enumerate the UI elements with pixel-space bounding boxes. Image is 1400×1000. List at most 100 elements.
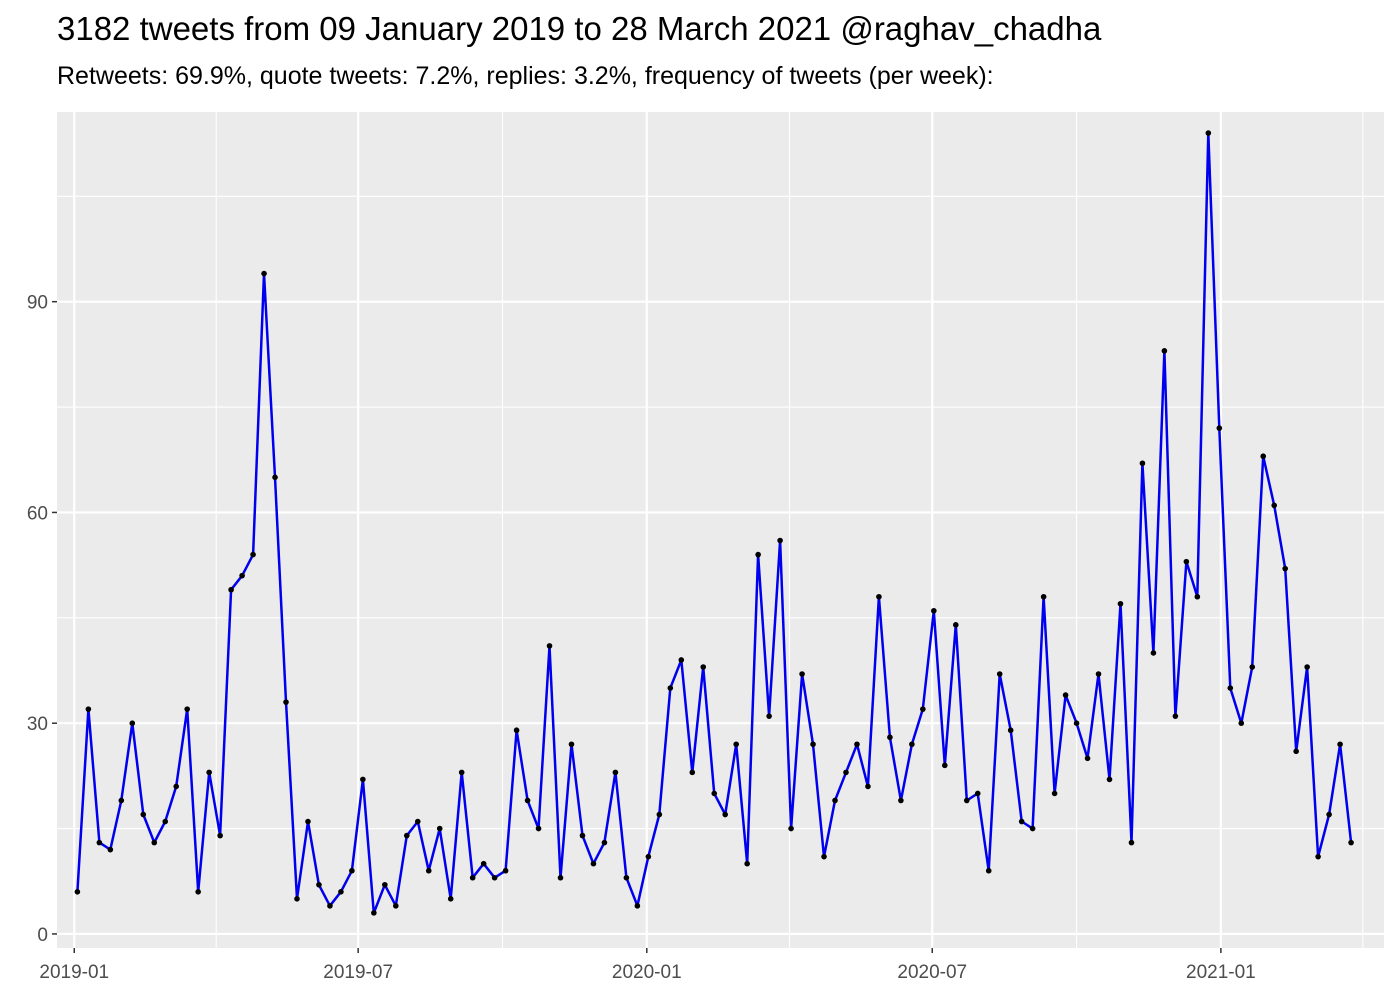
data-point bbox=[985, 867, 992, 874]
data-point bbox=[843, 769, 849, 776]
data-point bbox=[1007, 727, 1014, 734]
data-point bbox=[1128, 839, 1135, 846]
data-point bbox=[96, 839, 103, 846]
data-point bbox=[129, 720, 136, 726]
data-point bbox=[1216, 425, 1223, 431]
data-point bbox=[206, 769, 212, 776]
data-point bbox=[1062, 692, 1069, 698]
data-point bbox=[656, 811, 663, 818]
y-axis: 0 30 60 90 bbox=[27, 293, 57, 946]
data-point bbox=[1249, 664, 1256, 670]
data-point bbox=[1051, 790, 1058, 797]
data-point bbox=[173, 783, 180, 790]
y-tick-label: 90 bbox=[27, 293, 48, 314]
data-point bbox=[184, 706, 190, 712]
data-point bbox=[722, 811, 729, 818]
data-point bbox=[887, 734, 893, 741]
data-point bbox=[85, 706, 92, 712]
data-point bbox=[1084, 755, 1091, 762]
data-point bbox=[1183, 558, 1190, 565]
x-tick-label: 2020-01 bbox=[612, 962, 682, 983]
data-point bbox=[1040, 593, 1047, 600]
data-point bbox=[162, 818, 169, 825]
data-point bbox=[1161, 348, 1168, 354]
data-point bbox=[1095, 671, 1102, 677]
data-point bbox=[568, 741, 575, 748]
data-point bbox=[634, 903, 641, 909]
data-point bbox=[371, 910, 377, 916]
data-point bbox=[788, 825, 794, 832]
data-point bbox=[942, 762, 948, 769]
data-point bbox=[645, 853, 652, 860]
data-point bbox=[1029, 825, 1036, 832]
data-point bbox=[513, 727, 520, 734]
data-point bbox=[261, 270, 267, 277]
data-point bbox=[338, 888, 344, 895]
data-point bbox=[382, 881, 388, 888]
data-point bbox=[996, 671, 1003, 677]
data-point bbox=[1018, 818, 1025, 825]
data-point bbox=[711, 790, 718, 797]
y-tick-label: 30 bbox=[27, 714, 48, 735]
data-point bbox=[1260, 453, 1267, 460]
data-point bbox=[480, 860, 487, 867]
x-tick-label: 2020-07 bbox=[897, 962, 967, 983]
data-point bbox=[1293, 748, 1299, 755]
data-point bbox=[239, 572, 245, 579]
data-point bbox=[546, 643, 553, 649]
data-point bbox=[1238, 720, 1245, 726]
data-point bbox=[678, 657, 685, 663]
data-point bbox=[403, 832, 410, 839]
data-point bbox=[700, 664, 707, 670]
data-point bbox=[305, 818, 311, 825]
data-point bbox=[1205, 130, 1212, 136]
data-point bbox=[623, 874, 630, 881]
data-point bbox=[436, 825, 443, 832]
data-point bbox=[1315, 853, 1321, 860]
data-point bbox=[612, 769, 619, 776]
data-point bbox=[228, 586, 234, 593]
data-point bbox=[250, 551, 256, 558]
data-point bbox=[952, 622, 959, 628]
data-point bbox=[865, 783, 871, 790]
chart-title: 3182 tweets from 09 January 2019 to 28 M… bbox=[57, 10, 1102, 47]
x-axis: 2019-01 2019-07 2020-01 2020-07 2021-01 bbox=[39, 948, 1256, 983]
data-point bbox=[414, 818, 421, 825]
data-point bbox=[799, 671, 805, 677]
data-point bbox=[360, 776, 366, 783]
data-point bbox=[195, 888, 201, 895]
data-point bbox=[755, 551, 761, 558]
x-tick-label: 2019-07 bbox=[323, 962, 393, 983]
chart-subtitle: Retweets: 69.9%, quote tweets: 7.2%, rep… bbox=[57, 62, 994, 90]
data-point bbox=[272, 474, 278, 481]
data-point bbox=[854, 741, 860, 748]
data-point bbox=[327, 903, 333, 909]
data-point bbox=[1106, 776, 1113, 783]
data-point bbox=[1304, 664, 1310, 670]
data-point bbox=[931, 607, 937, 614]
data-point bbox=[535, 825, 542, 832]
data-point bbox=[1073, 720, 1080, 726]
data-point bbox=[151, 839, 158, 846]
data-point bbox=[1282, 565, 1288, 572]
data-point bbox=[393, 903, 399, 909]
data-point bbox=[810, 741, 816, 748]
data-point bbox=[524, 797, 531, 804]
plot-panel bbox=[57, 112, 1384, 948]
data-point bbox=[458, 769, 465, 776]
data-point bbox=[74, 888, 81, 895]
data-point bbox=[1150, 650, 1157, 656]
data-point bbox=[777, 537, 783, 544]
data-point bbox=[349, 867, 355, 874]
x-tick-label: 2021-01 bbox=[1186, 962, 1256, 983]
data-point bbox=[425, 867, 432, 874]
data-point bbox=[491, 874, 498, 881]
data-point bbox=[832, 797, 838, 804]
data-point bbox=[1348, 839, 1354, 846]
y-tick-label: 60 bbox=[27, 503, 48, 524]
data-points-layer bbox=[74, 130, 1354, 916]
data-point bbox=[689, 769, 696, 776]
data-point bbox=[667, 685, 674, 691]
data-point bbox=[1227, 685, 1234, 691]
data-point bbox=[963, 797, 970, 804]
